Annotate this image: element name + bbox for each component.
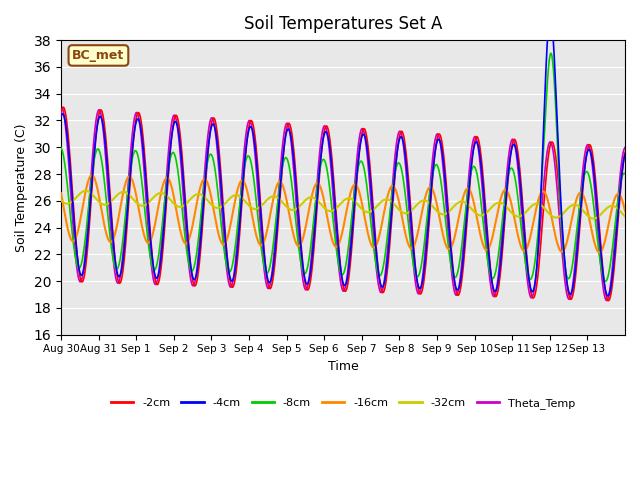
Theta_Temp bbox=[101, 147, 109, 153]
-8cm bbox=[602, 278, 609, 284]
Legend: -2cm, -4cm, -8cm, -16cm, -32cm, Theta_Temp: -2cm, -4cm, -8cm, -16cm, -32cm, Theta_Te… bbox=[107, 393, 579, 413]
-2cm bbox=[378, 289, 386, 295]
Text: BC_met: BC_met bbox=[72, 49, 125, 62]
Theta_Temp bbox=[378, 288, 386, 294]
-2cm bbox=[101, 128, 109, 133]
-16cm bbox=[308, 191, 316, 197]
-8cm bbox=[124, 192, 131, 197]
-4cm bbox=[604, 293, 612, 299]
-4cm bbox=[621, 152, 629, 157]
-32cm bbox=[590, 216, 598, 222]
-8cm bbox=[621, 171, 629, 177]
-2cm bbox=[319, 140, 326, 145]
Theta_Temp bbox=[603, 298, 611, 303]
-2cm bbox=[60, 104, 67, 110]
-32cm bbox=[82, 188, 90, 194]
-32cm bbox=[621, 214, 629, 219]
-8cm bbox=[378, 269, 386, 275]
-2cm bbox=[297, 237, 305, 243]
-8cm bbox=[318, 158, 326, 164]
Theta_Temp bbox=[124, 184, 132, 190]
Line: -4cm: -4cm bbox=[61, 15, 625, 296]
Theta_Temp bbox=[621, 144, 629, 150]
Theta_Temp bbox=[58, 104, 65, 110]
-8cm bbox=[57, 145, 65, 151]
-16cm bbox=[297, 241, 305, 247]
-16cm bbox=[57, 190, 65, 196]
Theta_Temp bbox=[57, 105, 65, 110]
-8cm bbox=[296, 256, 304, 262]
-4cm bbox=[124, 206, 131, 212]
-2cm bbox=[124, 210, 132, 216]
Theta_Temp bbox=[297, 258, 305, 264]
-2cm bbox=[621, 150, 629, 156]
X-axis label: Time: Time bbox=[328, 360, 358, 373]
Y-axis label: Soil Temperature (C): Soil Temperature (C) bbox=[15, 123, 28, 252]
-32cm bbox=[297, 202, 305, 208]
Line: -16cm: -16cm bbox=[61, 175, 625, 252]
-16cm bbox=[124, 175, 132, 180]
-32cm bbox=[319, 203, 326, 209]
-16cm bbox=[596, 250, 604, 255]
-2cm bbox=[57, 110, 65, 116]
-8cm bbox=[101, 181, 109, 187]
-4cm bbox=[296, 237, 304, 243]
-2cm bbox=[308, 263, 316, 269]
-4cm bbox=[308, 257, 316, 263]
Title: Soil Temperatures Set A: Soil Temperatures Set A bbox=[244, 15, 442, 33]
-32cm bbox=[378, 198, 386, 204]
-32cm bbox=[101, 202, 109, 208]
Line: -2cm: -2cm bbox=[61, 107, 625, 300]
-16cm bbox=[621, 208, 629, 214]
Line: -32cm: -32cm bbox=[61, 191, 625, 219]
-16cm bbox=[88, 172, 96, 178]
-4cm bbox=[57, 114, 65, 120]
-16cm bbox=[378, 218, 386, 224]
-2cm bbox=[605, 298, 612, 303]
Theta_Temp bbox=[319, 128, 326, 134]
-32cm bbox=[308, 194, 316, 200]
-4cm bbox=[318, 143, 326, 148]
Line: -8cm: -8cm bbox=[61, 53, 625, 281]
-16cm bbox=[319, 191, 326, 197]
-32cm bbox=[124, 191, 132, 197]
-8cm bbox=[308, 233, 316, 239]
Theta_Temp bbox=[308, 243, 316, 249]
-32cm bbox=[57, 197, 65, 203]
-16cm bbox=[101, 226, 109, 231]
Line: Theta_Temp: Theta_Temp bbox=[61, 107, 625, 300]
-8cm bbox=[547, 50, 555, 56]
-4cm bbox=[547, 12, 554, 18]
-4cm bbox=[101, 135, 109, 141]
-4cm bbox=[378, 284, 386, 290]
